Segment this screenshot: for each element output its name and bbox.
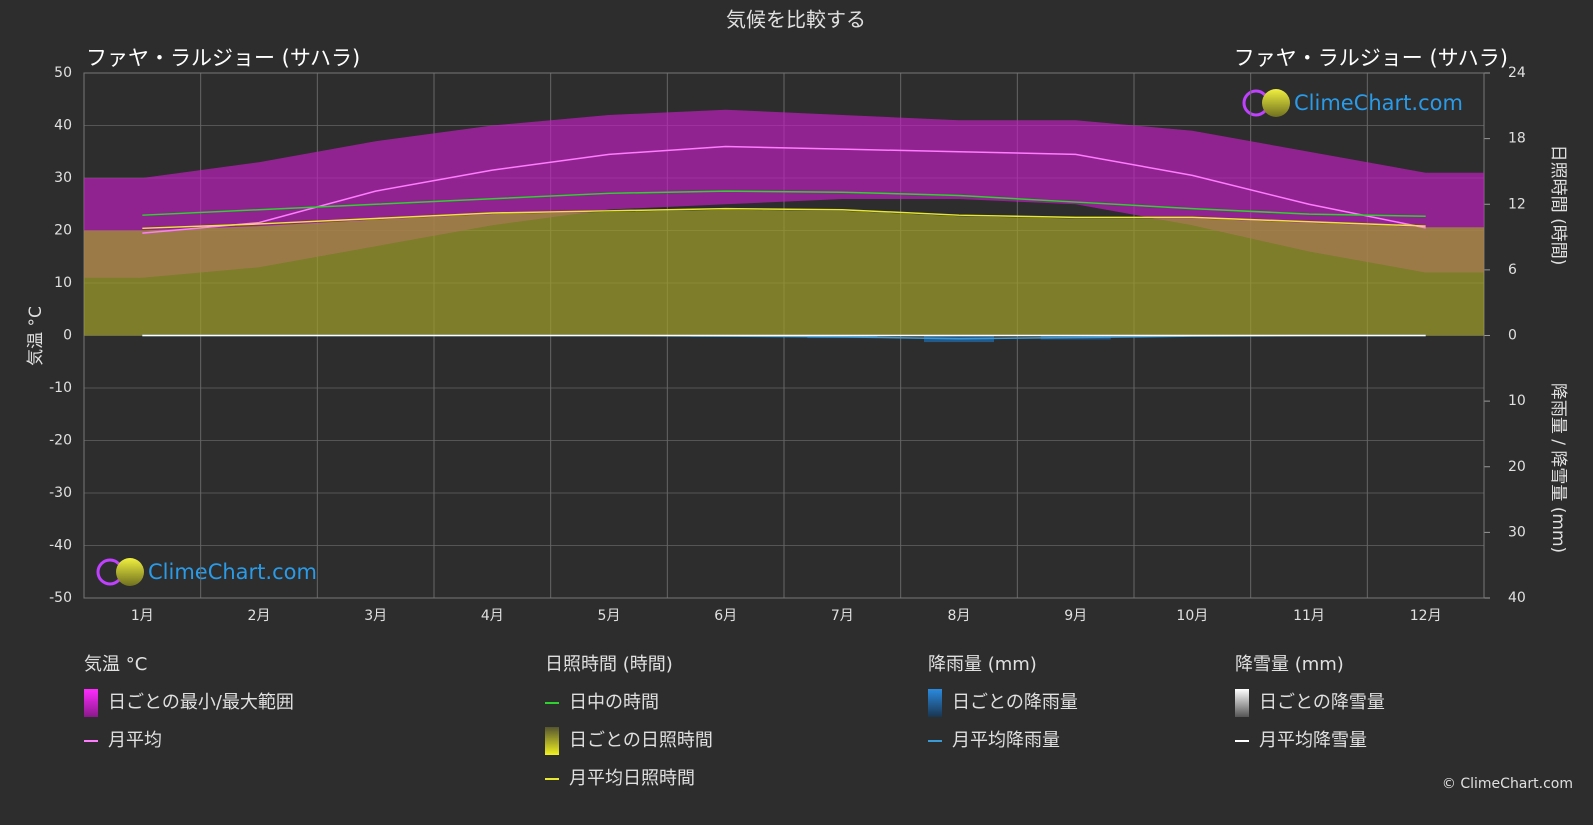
y-axis-label: 気温 °C: [26, 306, 46, 366]
series-line: [142, 190, 1426, 218]
y2-tick-label: 6: [1508, 262, 1517, 278]
x-tick-label: 6月: [714, 608, 737, 624]
y-tick-label: -40: [49, 538, 72, 554]
y-tick-label: 0: [63, 328, 72, 344]
legend-label: 日中の時間: [569, 692, 659, 713]
x-tick-label: 4月: [481, 608, 504, 624]
legend-label: 月平均降雨量: [952, 730, 1060, 751]
y-tick-label: 10: [54, 275, 72, 291]
x-tick-label: 1月: [131, 608, 154, 624]
x-tick-label: 2月: [248, 608, 271, 624]
legend-swatch: [1235, 689, 1249, 717]
legend-swatch: [928, 689, 942, 717]
y3-tick-label: 40: [1508, 590, 1526, 606]
legend-swatch: [545, 727, 559, 755]
y2-axis-label: 日照時間 (時間): [1548, 145, 1568, 266]
watermark: ClimeChart.com: [1294, 91, 1463, 115]
legend-label: 月平均日照時間: [569, 768, 695, 789]
x-tick-label: 12月: [1410, 608, 1442, 624]
series-line: [142, 207, 1426, 230]
x-tick-label: 11月: [1293, 608, 1325, 624]
copyright: © ClimeChart.com: [1442, 776, 1573, 792]
legend-label: 日ごとの最小/最大範囲: [108, 692, 294, 713]
watermark: ClimeChart.com: [148, 560, 317, 584]
y-tick-label: 20: [54, 223, 72, 239]
y2-tick-label: 24: [1508, 65, 1526, 81]
series-line: [142, 145, 1426, 234]
y3-tick-label: 20: [1508, 459, 1526, 475]
legend-label: 日ごとの降雨量: [952, 692, 1078, 713]
y2-tick-label: 18: [1508, 131, 1526, 147]
x-tick-label: 8月: [948, 608, 971, 624]
legend-swatch: [84, 689, 98, 717]
legend-label: 日ごとの日照時間: [569, 730, 713, 751]
y-tick-label: 50: [54, 65, 72, 81]
legend-label: 日ごとの降雪量: [1259, 692, 1385, 713]
y-tick-label: 40: [54, 118, 72, 134]
x-tick-label: 5月: [598, 608, 621, 624]
sunshine-area: [84, 209, 1484, 336]
y3-tick-label: 10: [1508, 393, 1526, 409]
y2-tick-label: 12: [1508, 196, 1526, 212]
legend-title: 降雨量 (mm): [928, 654, 1037, 675]
y3-axis-label: 降雨量 / 降雪量 (mm): [1548, 383, 1568, 553]
logo-bottom: ClimeChart.com: [96, 558, 317, 586]
location-right: ファヤ・ラルジョー (サハラ): [1234, 46, 1508, 70]
y-tick-label: -50: [49, 590, 72, 606]
legend-label: 月平均降雪量: [1259, 730, 1367, 751]
x-tick-label: 3月: [364, 608, 387, 624]
location-left: ファヤ・ラルジョー (サハラ): [86, 46, 360, 70]
y2-tick-label: 0: [1508, 328, 1517, 344]
y-tick-label: -30: [49, 485, 72, 501]
y3-tick-label: 30: [1508, 524, 1526, 540]
legend-title: 降雪量 (mm): [1235, 654, 1344, 675]
y-tick-label: 30: [54, 170, 72, 186]
logo-sun: [116, 558, 144, 586]
x-tick-label: 10月: [1176, 608, 1208, 624]
logo-top: ClimeChart.com: [1242, 89, 1463, 117]
logo-sun: [1262, 89, 1290, 117]
x-tick-label: 7月: [831, 608, 854, 624]
legend-title: 気温 °C: [84, 654, 147, 675]
legend-label: 月平均: [108, 730, 162, 751]
x-tick-label: 9月: [1064, 608, 1087, 624]
legend-title: 日照時間 (時間): [545, 654, 673, 675]
chart-title: 気候を比較する: [726, 8, 866, 32]
y-tick-label: -10: [49, 380, 72, 396]
y-tick-label: -20: [49, 433, 72, 449]
